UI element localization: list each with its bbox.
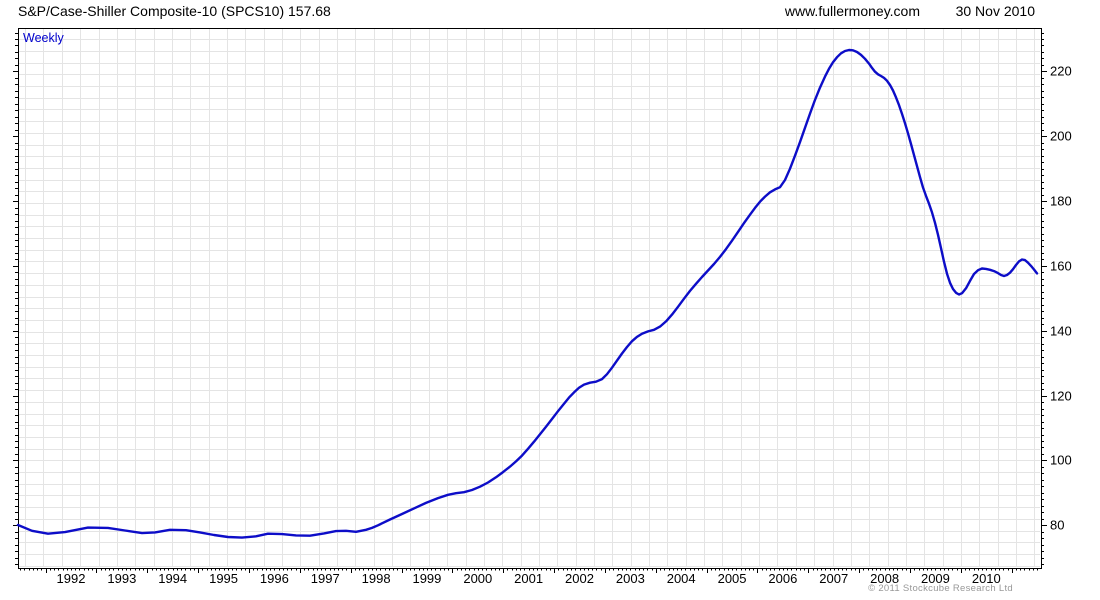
y-axis-tick-label: 160 [1050,258,1072,274]
y-axis-tick-label: 100 [1050,452,1072,468]
frequency-label: Weekly [23,31,64,45]
x-axis-year-label: 1996 [259,571,289,586]
y-axis-tick-label: 220 [1050,63,1072,79]
x-axis-year-label: 1993 [107,571,137,586]
y-axis-tick-label: 140 [1050,323,1072,339]
chart-date: 30 Nov 2010 [955,3,1035,19]
x-axis-year-label: 2010 [971,571,1001,586]
x-axis-year-label: 2002 [565,571,594,586]
copyright-notice: © 2011 Stockcube Research Ltd [868,583,1013,594]
x-axis-year-label: 2003 [615,571,645,586]
x-axis-year-label: 1998 [361,571,391,586]
x-axis-year-label: 2009 [920,571,950,586]
x-axis-year-label: 1992 [56,571,86,586]
x-axis-year-label: 2004 [666,571,696,586]
x-axis-year-label: 1997 [310,571,340,586]
x-axis-year-label: 2005 [717,571,747,586]
x-axis-year-label: 2000 [463,571,493,586]
x-axis-year-label: 2008 [870,571,900,586]
y-axis-tick-label: 180 [1050,193,1072,209]
x-axis-year-label: 1999 [412,571,442,586]
y-axis-tick-label: 120 [1050,388,1072,404]
x-axis-year-label: 2001 [514,571,544,586]
x-axis-year-label: 2007 [819,571,849,586]
page-title: S&P/Case-Shiller Composite-10 (SPCS10) 1… [18,3,331,19]
x-axis-year-label: 2006 [768,571,798,586]
y-axis-tick-label: 80 [1050,517,1065,533]
website-link[interactable]: www.fullermoney.com [784,3,920,19]
x-axis-year-label: 1995 [209,571,239,586]
y-axis-tick-label: 200 [1050,128,1072,144]
x-axis-year-label: 1994 [158,571,188,586]
